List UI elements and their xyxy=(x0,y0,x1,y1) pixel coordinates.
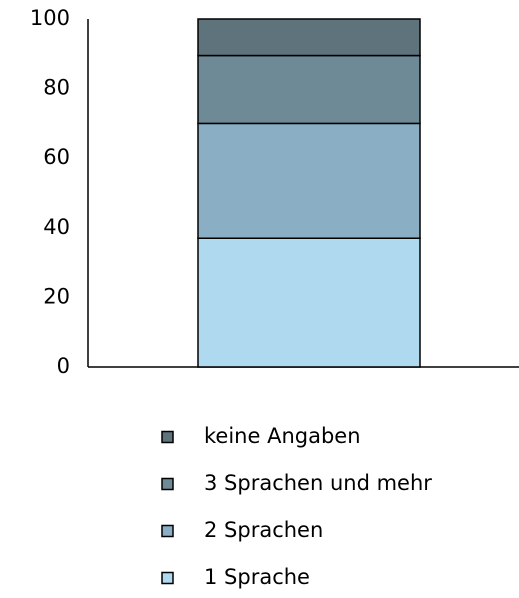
bar-segment xyxy=(197,18,421,57)
legend-swatch xyxy=(161,524,174,538)
legend-label: 3 Sprachen und mehr xyxy=(204,471,432,495)
legend-swatch xyxy=(161,477,174,491)
bar-segment xyxy=(197,54,421,125)
legend-label: 1 Sprache xyxy=(204,565,310,589)
bar-segment xyxy=(197,237,421,368)
legend-swatch xyxy=(161,571,174,585)
legend-swatch xyxy=(161,430,174,444)
y-tick-label: 60 xyxy=(43,145,70,169)
y-tick-label: 100 xyxy=(30,6,70,30)
y-tick-label: 0 xyxy=(57,354,70,378)
y-tick-label: 40 xyxy=(43,215,70,239)
y-tick-label: 20 xyxy=(43,284,70,308)
y-tick-label: 80 xyxy=(43,76,70,100)
legend-label: keine Angaben xyxy=(204,424,361,448)
legend-label: 2 Sprachen xyxy=(204,518,323,542)
bar-segment xyxy=(197,122,421,239)
